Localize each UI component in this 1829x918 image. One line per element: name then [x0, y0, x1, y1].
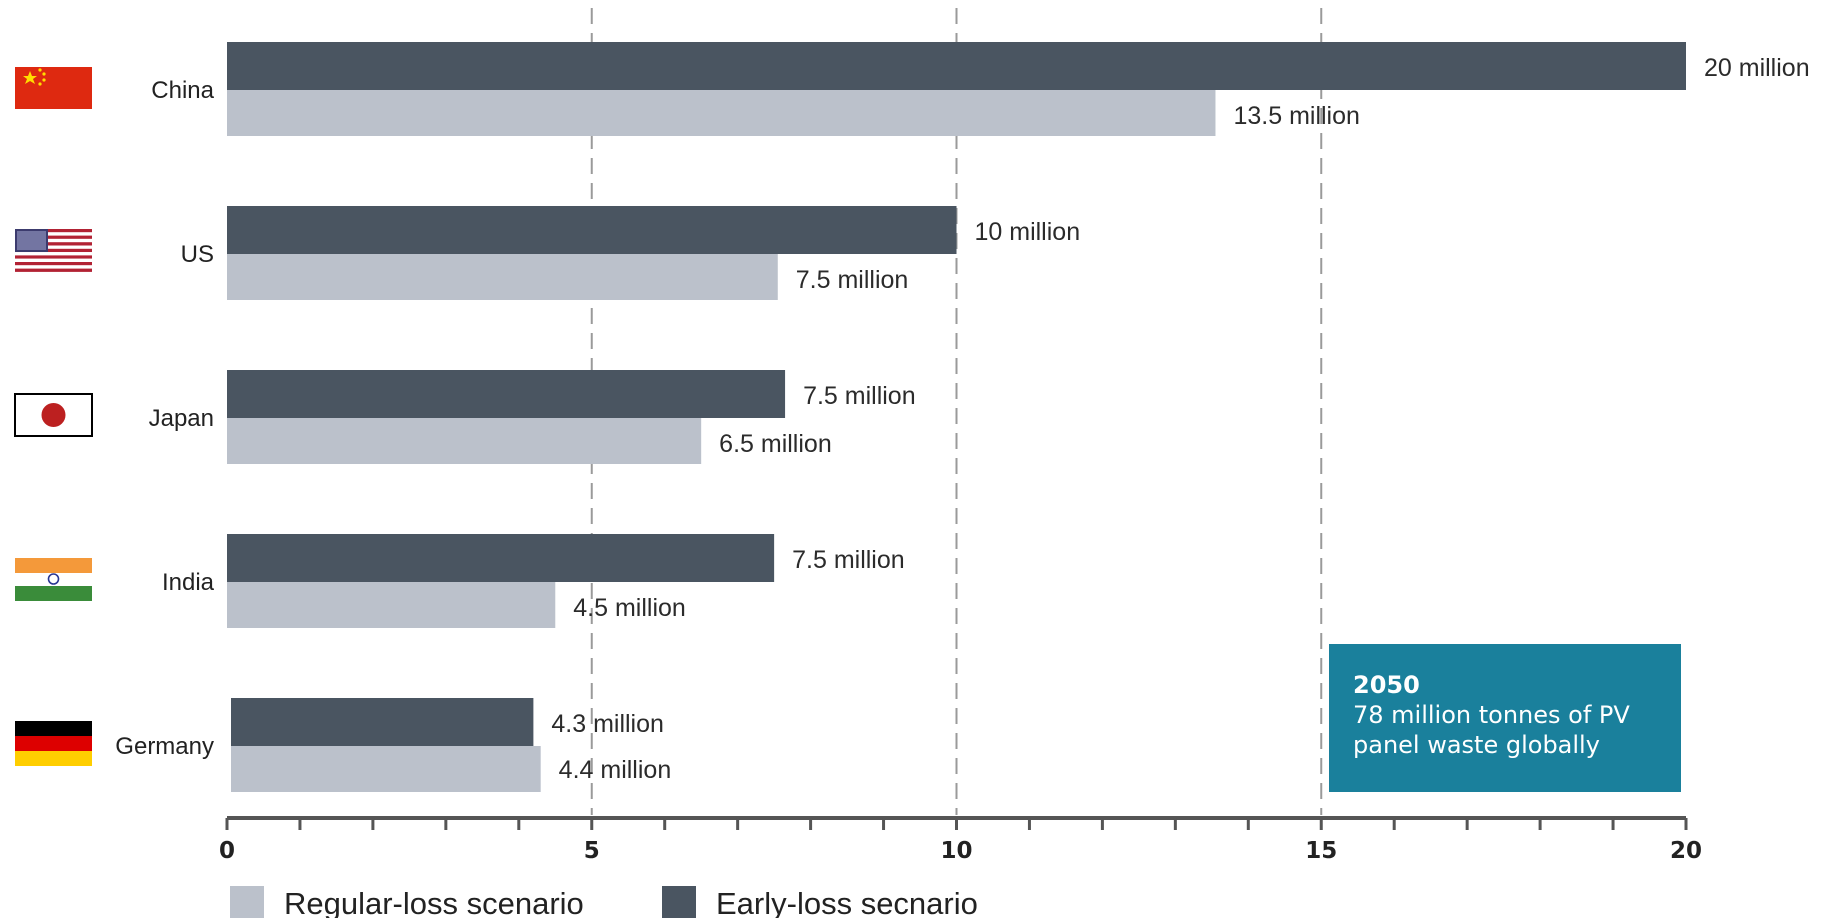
- category-label-germany: Germany: [115, 733, 214, 760]
- bar-regular-china: [227, 90, 1216, 136]
- legend-swatch-regular: [230, 886, 264, 918]
- us-flag-icon: [15, 229, 92, 272]
- us-flag-stripe: [15, 268, 92, 272]
- x-tick-label-5: 5: [584, 838, 600, 864]
- x-axis: 0 5 10 15 20: [219, 816, 1702, 864]
- germany-flag-gold: [15, 751, 92, 766]
- data-label-early-india: 7.5 million: [792, 546, 905, 574]
- us-flag-stars: [17, 231, 46, 250]
- india-flag-chakra: [47, 573, 60, 585]
- legend: Regular-loss scenario Early-loss secnario: [230, 886, 978, 918]
- data-label-regular-japan: 6.5 million: [719, 430, 832, 458]
- category-label-china: China: [151, 77, 214, 104]
- china-flag-small-star: [38, 82, 42, 86]
- data-label-early-germany: 4.3 million: [551, 710, 664, 738]
- x-tick-label-20: 20: [1670, 838, 1702, 864]
- data-label-regular-germany: 4.4 million: [559, 756, 672, 784]
- x-tick-label-0: 0: [219, 838, 235, 864]
- x-tick-label-15: 15: [1305, 838, 1337, 864]
- china-flag-field: [15, 67, 92, 109]
- germany-flag-icon: [15, 721, 92, 766]
- bar-early-us: [227, 206, 957, 254]
- data-label-early-us: 10 million: [975, 218, 1081, 246]
- bar-early-india: [227, 534, 775, 582]
- data-label-regular-us: 7.5 million: [796, 266, 909, 294]
- data-label-regular-china: 13.5 million: [1233, 102, 1359, 130]
- china-flag-small-star: [42, 78, 46, 82]
- bar-regular-japan: [227, 418, 702, 464]
- legend-swatch-early: [662, 886, 696, 918]
- bar-regular-india: [227, 582, 556, 628]
- annotation-box: 2050 78 million tonnes of PV panel waste…: [1329, 644, 1681, 792]
- us-flag-stripe: [15, 232, 92, 236]
- india-flag-green: [15, 586, 92, 601]
- annotation-year: 2050: [1353, 671, 1420, 699]
- flags: [14, 67, 93, 766]
- legend-label-regular: Regular-loss scenario: [284, 886, 584, 918]
- india-flag-saffron: [15, 558, 92, 573]
- japan-flag-icon: [14, 393, 93, 437]
- japan-flag-disc: [41, 403, 66, 427]
- labels: 20 million 13.5 million China 10 million 7.5…: [115, 54, 1809, 784]
- category-label-india: India: [162, 569, 215, 596]
- us-flag-stripe: [15, 235, 92, 239]
- bar-early-china: [227, 42, 1686, 90]
- china-flag-small-star: [42, 72, 46, 76]
- us-flag-stripe: [15, 248, 92, 253]
- us-flag-stripe: [15, 229, 92, 233]
- annotation-text: 78 million tonnes of PV panel waste glob…: [1353, 701, 1630, 759]
- bar-early-japan: [227, 370, 786, 418]
- us-flag-stripe: [15, 262, 92, 266]
- india-flag-icon: [15, 558, 92, 601]
- china-flag-small-star: [38, 68, 42, 72]
- data-label-early-japan: 7.5 million: [803, 382, 916, 410]
- us-flag-stripe: [15, 265, 92, 269]
- category-label-japan: Japan: [149, 405, 214, 432]
- india-flag-white: [15, 573, 92, 586]
- legend-label-early: Early-loss secnario: [716, 886, 978, 918]
- us-flag-stripe: [15, 242, 92, 246]
- bars: [227, 42, 1686, 792]
- us-flag-stripe: [15, 238, 92, 243]
- bar-regular-us: [227, 254, 778, 300]
- germany-flag-black: [15, 721, 92, 736]
- data-label-early-china: 20 million: [1704, 54, 1810, 82]
- china-flag-icon: [15, 67, 92, 109]
- x-tick-label-10: 10: [940, 838, 972, 864]
- china-flag-star: [23, 71, 37, 84]
- data-label-regular-india: 4.5 million: [573, 594, 686, 622]
- germany-flag-red: [15, 736, 92, 751]
- bar-early-germany: [231, 698, 534, 746]
- bar-regular-germany: [231, 746, 541, 792]
- category-label-us: US: [181, 241, 214, 268]
- us-flag-stripe: [15, 245, 92, 249]
- us-flag-stripe: [15, 252, 92, 256]
- us-flag-stripe: [15, 255, 92, 259]
- us-flag-stripe: [15, 258, 92, 262]
